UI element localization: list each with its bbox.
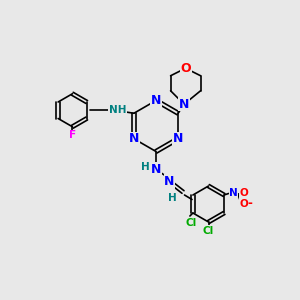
Text: NH: NH xyxy=(109,105,126,115)
Text: Cl: Cl xyxy=(203,226,214,236)
Text: N: N xyxy=(229,188,238,198)
Text: N: N xyxy=(164,175,175,188)
Text: N: N xyxy=(129,132,139,145)
Text: O: O xyxy=(239,199,248,209)
Text: F: F xyxy=(69,130,76,140)
Text: H: H xyxy=(168,193,177,203)
Text: O: O xyxy=(239,188,248,199)
Text: N: N xyxy=(151,163,161,176)
Text: N: N xyxy=(173,132,183,145)
Text: O: O xyxy=(180,62,191,75)
Text: N: N xyxy=(179,98,189,111)
Text: N: N xyxy=(151,94,161,107)
Text: Cl: Cl xyxy=(186,218,197,228)
Text: -: - xyxy=(247,197,252,211)
Text: H: H xyxy=(141,161,150,172)
